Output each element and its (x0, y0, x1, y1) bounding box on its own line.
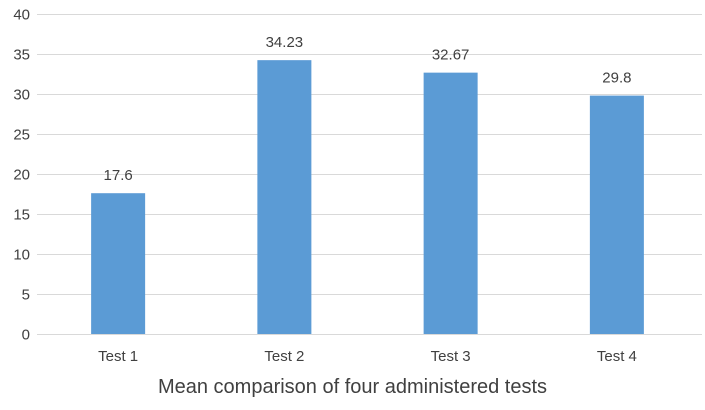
bar-4 (589, 95, 644, 334)
bars: 17.6 34.23 32.67 29.8 (91, 34, 644, 334)
x-tick-label-3: Test 3 (431, 348, 471, 365)
x-axis-ticks: Test 1 Test 2 Test 3 Test 4 (98, 348, 637, 365)
y-tick-label: 15 (13, 207, 30, 224)
x-tick-label-4: Test 4 (597, 348, 637, 365)
y-tick-label: 25 (13, 127, 30, 144)
y-tick-label: 30 (13, 87, 30, 104)
x-tick-label-1: Test 1 (98, 348, 138, 365)
y-tick-label: 5 (22, 287, 30, 304)
data-label-1: 17.6 (104, 167, 133, 184)
y-tick-label: 0 (22, 327, 30, 344)
data-label-2: 34.23 (266, 34, 304, 51)
x-tick-label-2: Test 2 (264, 348, 304, 365)
chart-title: Mean comparison of four administered tes… (157, 376, 548, 398)
data-label-4: 29.8 (602, 70, 631, 87)
y-tick-label: 40 (13, 7, 30, 24)
y-tick-label: 35 (13, 47, 30, 64)
y-axis-ticks: 0 5 10 15 20 25 30 35 40 (13, 7, 30, 344)
y-tick-label: 20 (13, 167, 30, 184)
gridlines (37, 14, 702, 335)
bar-2 (257, 60, 312, 334)
y-tick-label: 10 (13, 247, 30, 264)
bar-1 (91, 193, 146, 334)
bar-3 (423, 72, 478, 334)
data-label-3: 32.67 (432, 47, 470, 64)
